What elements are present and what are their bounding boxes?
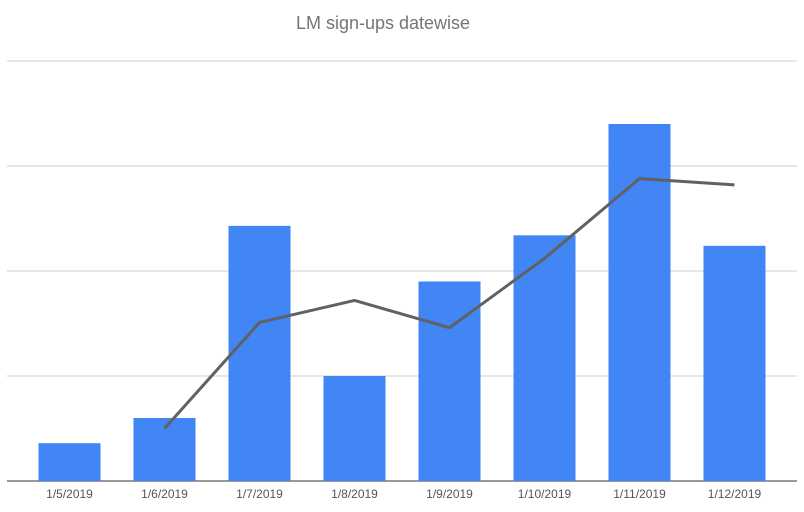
chart-title: LM sign-ups datewise xyxy=(296,13,470,33)
x-tick-label: 1/10/2019 xyxy=(518,487,572,501)
bar xyxy=(38,443,101,481)
x-tick-label: 1/11/2019 xyxy=(613,487,666,501)
x-tick-label: 1/6/2019 xyxy=(141,487,188,501)
line xyxy=(163,177,735,430)
x-tick-label: 1/7/2019 xyxy=(236,487,283,501)
bar xyxy=(608,124,671,481)
bar xyxy=(513,235,576,481)
bar xyxy=(703,245,766,481)
bar xyxy=(418,281,481,481)
bar xyxy=(323,376,386,481)
x-tick-label: 1/5/2019 xyxy=(46,487,93,501)
bar xyxy=(228,225,291,481)
x-tick-label: 1/12/2019 xyxy=(708,487,762,501)
x-tick-label: 1/8/2019 xyxy=(331,487,378,501)
x-tick-label: 1/9/2019 xyxy=(426,487,473,501)
